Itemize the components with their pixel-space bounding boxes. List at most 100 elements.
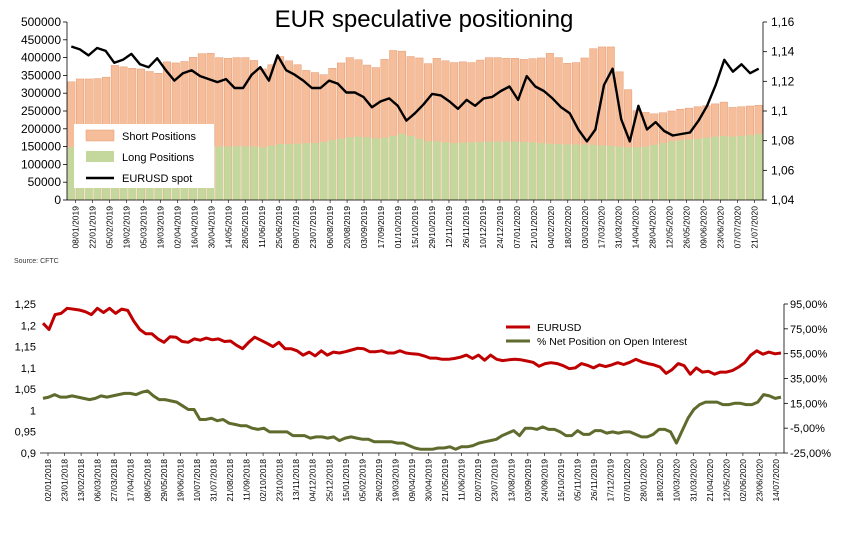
chart1-left-tick-label: 500000 [21, 15, 61, 29]
chart2-x-tick-label: 21/05/2019 [440, 459, 450, 502]
long-positions-bar [633, 147, 641, 200]
eurusd-line [41, 306, 782, 376]
chart1-x-tick-label: 19/02/2019 [121, 206, 131, 249]
long-positions-bar [502, 141, 511, 200]
chart2-x-tick-label: 13/08/2019 [506, 459, 516, 502]
chart2-x-tick-label: 17/12/2019 [606, 459, 616, 502]
long-positions-bar [728, 136, 737, 200]
long-positions-bar [285, 144, 293, 200]
chart2-x-tick-label: 15/01/2019 [341, 459, 351, 502]
chart1-x-tick-label: 22/01/2019 [87, 206, 97, 249]
source-label: Source: CFTC [14, 258, 59, 265]
chart2-x-tick-label: 23/07/2019 [490, 459, 500, 502]
chart2-x-tick-label: 11/09/2018 [242, 459, 252, 501]
chart2-legend: EURUSD % Net Position on Open Interest [506, 322, 687, 348]
chart2-x-tick-label: 12/05/2020 [721, 459, 731, 502]
chart1-right-tick-label: 1,16 [771, 15, 795, 29]
long-positions-bar [441, 142, 450, 200]
chart1-left-tick-label: 400000 [21, 51, 61, 65]
long-positions-bar [754, 134, 763, 200]
long-positions-bar [354, 136, 363, 200]
chart2-x-tick-label: 30/04/2019 [424, 459, 434, 502]
long-positions-bar [650, 144, 658, 200]
long-positions-bar [520, 141, 528, 200]
long-positions-bar [641, 146, 650, 200]
chart1-x-tick-label: 28/05/2019 [240, 206, 250, 249]
chart1-x-tick-label: 06/08/2019 [325, 206, 335, 249]
long-positions-bar [380, 137, 389, 200]
chart1-x-tick-label: 21/01/2020 [529, 206, 539, 249]
chart1-x-tick-label: 02/04/2019 [172, 206, 182, 249]
chart2-x-tick-label: 07/01/2020 [622, 459, 632, 502]
chart2-x-tick-label: 23/06/2020 [754, 459, 764, 502]
chart1-right-tick-label: 1,04 [771, 193, 795, 207]
chart2-right-tick-label: 75,00% [790, 324, 828, 336]
chart1-x-tick-label: 19/03/2019 [155, 206, 165, 249]
chart2-left-tick-label: 1,05 [15, 384, 36, 396]
chart1-x-tick-label: 18/02/2020 [563, 206, 573, 249]
legend-label: Long Positions [122, 152, 195, 164]
chart2-left-tick-label: 1,15 [15, 342, 36, 354]
legend-label: % Net Position on Open Interest [537, 336, 687, 348]
chart1-left-tick-label: 150000 [21, 140, 61, 154]
long-positions-bar [476, 141, 484, 200]
chart2-x-tick-label: 21/08/2018 [225, 459, 235, 502]
chart2-x-tick-label: 15/10/2019 [556, 459, 566, 502]
chart1-x-tick-label: 28/04/2020 [648, 206, 658, 249]
chart1-x-tick-label: 12/05/2020 [665, 206, 675, 249]
long-positions-bar [302, 143, 310, 200]
chart1-x-tick-label: 05/03/2019 [138, 206, 148, 249]
chart2-x-tick-label: 24/09/2019 [539, 459, 549, 502]
long-positions-bar [215, 146, 223, 200]
long-positions-bar [319, 141, 328, 200]
chart2-x-tick-label: 29/05/2018 [159, 459, 169, 502]
chart1-x-tick-label: 23/07/2019 [308, 206, 318, 249]
chart2-x-tick-label: 02/01/2018 [43, 459, 53, 502]
legend-label: EURUSD spot [122, 173, 192, 185]
chart2-x-tick-label: 19/03/2019 [390, 459, 400, 502]
chart2-x-tick-label: 19/06/2018 [175, 459, 185, 502]
chart1-x-tick-label: 09/07/2019 [291, 206, 301, 249]
chart1-x-tick-label: 09/06/2020 [699, 206, 709, 249]
chart2-left-tick-label: 1,1 [21, 363, 36, 375]
chart2-x-tick-label: 31/03/2020 [688, 459, 698, 502]
chart2-right-tick-label: -25,00% [790, 448, 831, 460]
chart1-left-tick-label: 200000 [21, 122, 61, 136]
long-positions-bar [337, 138, 345, 200]
long-positions-bar [511, 141, 519, 200]
long-positions-bar [250, 146, 258, 200]
long-positions-bar [493, 141, 502, 200]
long-positions-bar [563, 144, 571, 200]
chart1-left-tick-label: 450000 [21, 33, 61, 47]
chart2-x-tick-label: 21/04/2020 [705, 459, 715, 502]
long-positions-bar [328, 140, 337, 200]
long-positions-bar [293, 143, 302, 200]
long-positions-bar [737, 135, 745, 200]
long-positions-bar [276, 144, 284, 200]
long-positions-bar [241, 146, 250, 200]
chart2-x-tick-label: 06/03/2018 [93, 459, 103, 502]
long-positions-bar [433, 141, 441, 200]
long-positions-bar [267, 145, 276, 200]
chart2-left-tick-label: 0,95 [15, 427, 36, 439]
chart1-x-tick-label: 07/07/2020 [733, 206, 743, 249]
chart1-left-tick-label: 300000 [21, 86, 61, 100]
long-positions-bar [546, 143, 554, 200]
chart1-right-tick-label: 1,08 [771, 134, 795, 148]
long-positions-bar [467, 142, 476, 200]
chart2-x-tick-label: 17/04/2018 [126, 459, 136, 502]
chart1-x-tick-label: 17/09/2019 [376, 206, 386, 249]
eurusd-spot-line [70, 45, 760, 143]
chart1-x-tick-label: 15/10/2019 [410, 206, 420, 249]
chart-title: EUR speculative positioning [274, 6, 574, 33]
long-positions-bar [607, 145, 615, 200]
long-positions-bar [659, 143, 667, 200]
legend-label: EURUSD [537, 322, 582, 334]
chart1-x-tick-label: 29/10/2019 [427, 206, 437, 249]
chart1-x-tick-label: 26/11/2019 [461, 206, 471, 248]
long-positions-bar [589, 144, 598, 200]
long-positions-bar [224, 146, 232, 200]
chart1-left-tick-label: 0 [54, 193, 61, 207]
legend-label: Short Positions [122, 131, 196, 143]
